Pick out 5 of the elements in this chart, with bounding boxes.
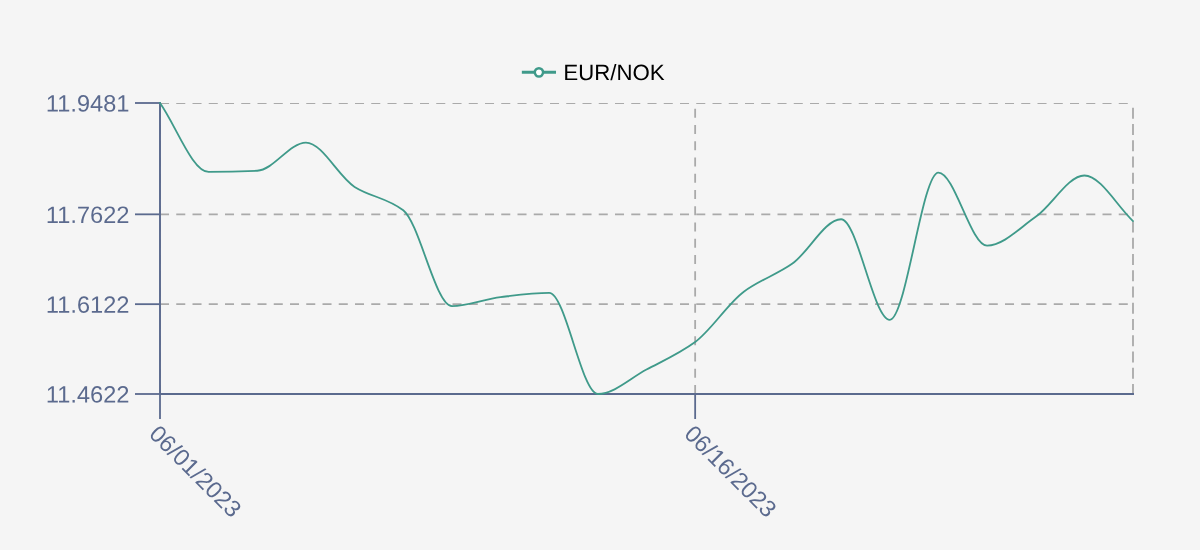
- y-tick-label: 11.7622: [47, 206, 129, 224]
- y-tick-label: 11.9481: [47, 95, 129, 112]
- y-tick-label: 11.6122: [47, 296, 129, 313]
- legend-label: EUR/NOK: [565, 64, 665, 81]
- y-tick-label: 11.4622: [47, 386, 129, 403]
